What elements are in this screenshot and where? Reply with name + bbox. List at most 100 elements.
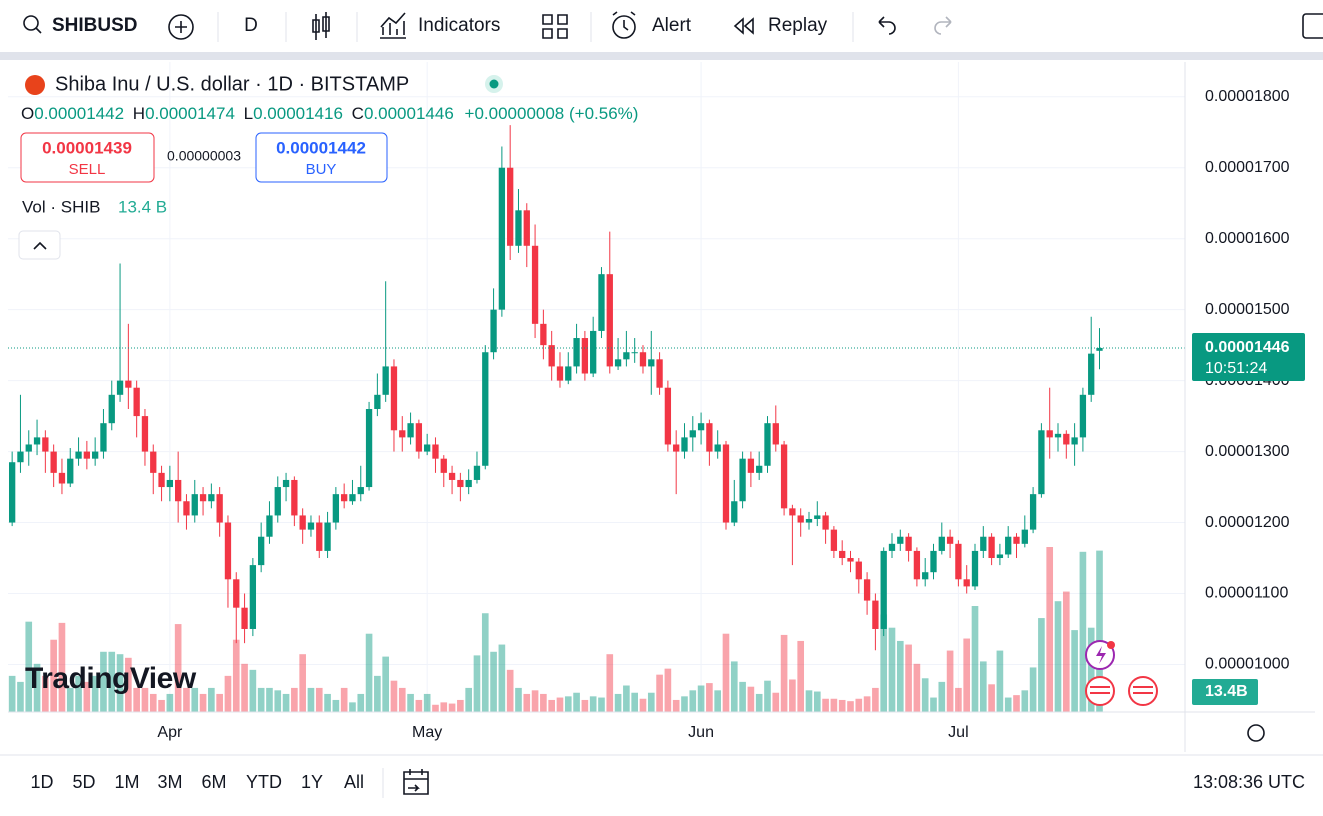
volume-bar <box>1038 618 1045 712</box>
buy-button[interactable] <box>255 132 388 183</box>
volume-bar <box>896 640 904 712</box>
volume-bar <box>722 633 730 712</box>
volume-pane <box>8 547 1103 712</box>
undo-button[interactable] <box>878 16 896 35</box>
h-value: 0.00001474 <box>145 104 235 123</box>
news-icon[interactable] <box>1085 676 1115 706</box>
volume-bar <box>191 687 199 712</box>
candle-body <box>266 515 273 537</box>
range-button[interactable]: 5D <box>72 772 95 792</box>
volume-bar <box>1096 550 1103 712</box>
chart-type-button[interactable] <box>312 12 330 40</box>
volume-bar <box>714 690 722 712</box>
candle-body <box>457 479 464 488</box>
symbol[interactable]: SHIBUSD <box>52 15 138 36</box>
toolbar-divider <box>0 52 1323 60</box>
range-button[interactable]: 1M <box>114 772 139 792</box>
candle-body <box>897 536 904 544</box>
volume-bar <box>1013 695 1020 712</box>
volume-bar <box>789 679 796 712</box>
volume-bar <box>930 697 937 712</box>
volume-bar <box>863 696 871 712</box>
buy-label: BUY <box>306 161 337 178</box>
volume-bar <box>623 685 630 712</box>
candle-body <box>963 579 970 587</box>
candle-body <box>432 444 439 459</box>
volume-bar <box>755 693 763 712</box>
range-button[interactable]: 1D <box>30 772 53 792</box>
candle-body <box>938 536 945 551</box>
candle-body <box>108 394 115 424</box>
collapse-button[interactable] <box>18 230 61 260</box>
redo-button[interactable] <box>934 16 952 35</box>
event-badge <box>1107 641 1115 649</box>
replay-button[interactable]: Replay <box>768 15 828 36</box>
volume-bar <box>274 690 282 712</box>
candle-body <box>1063 433 1070 445</box>
volume-bar <box>598 697 605 712</box>
candle-body <box>764 423 771 466</box>
volume-bar <box>515 687 522 712</box>
candle-body <box>548 345 555 367</box>
volume-bar <box>540 693 547 712</box>
volume-bar <box>324 693 331 712</box>
news-icon[interactable] <box>1128 676 1158 706</box>
candle-body <box>490 309 497 353</box>
interval[interactable]: D <box>244 15 258 36</box>
candle-body <box>996 554 1004 559</box>
candle-body <box>1046 430 1053 438</box>
h-label: H <box>133 104 145 123</box>
layouts-button[interactable] <box>542 14 568 39</box>
candle-body <box>988 536 995 559</box>
candle-body <box>540 323 547 346</box>
candle-body <box>1021 529 1028 544</box>
volume-bar <box>108 651 116 712</box>
candle-body <box>208 494 215 502</box>
volume-bar <box>606 654 614 712</box>
o-label: O <box>21 104 34 123</box>
candle-body <box>930 550 937 573</box>
indicators-icon <box>380 12 406 39</box>
candle-body <box>241 607 248 629</box>
candle-body <box>465 479 472 488</box>
candle-body <box>158 472 165 488</box>
candle-body <box>125 380 132 388</box>
candle-body <box>573 338 580 367</box>
range-button[interactable]: 3M <box>157 772 182 792</box>
volume-bar <box>681 696 688 712</box>
indicators-button[interactable]: Indicators <box>418 15 500 36</box>
volume-bar <box>340 687 348 712</box>
candle-body <box>639 352 647 367</box>
range-button[interactable]: 6M <box>201 772 226 792</box>
volume-bar <box>963 638 971 712</box>
range-button[interactable]: All <box>344 772 364 792</box>
volume-bar <box>855 698 863 712</box>
goto-date-button[interactable] <box>403 769 429 795</box>
search-icon[interactable] <box>23 15 39 31</box>
alert-button[interactable]: Alert <box>652 15 692 36</box>
volume-bar <box>573 692 580 712</box>
volume-bar <box>299 654 306 712</box>
panel-button[interactable] <box>1302 13 1323 39</box>
sell-button[interactable] <box>20 132 155 183</box>
settings-button[interactable] <box>1247 724 1265 742</box>
y-tick-label: 0.00001700 <box>1205 159 1290 176</box>
volume-bar <box>282 693 290 712</box>
volume-bar <box>133 687 140 712</box>
candle-body <box>498 167 506 310</box>
candle-body <box>183 501 190 516</box>
compare-button[interactable] <box>168 14 194 40</box>
bottom-bar <box>0 755 1323 811</box>
volume-bar <box>988 684 995 712</box>
candle-body <box>656 359 663 388</box>
volume-bar <box>764 680 771 712</box>
volume-bar <box>141 687 149 712</box>
candle-body <box>681 437 688 452</box>
candle-body <box>175 479 182 502</box>
candle-body <box>614 359 622 367</box>
candle-body <box>822 515 829 530</box>
range-button[interactable]: 1Y <box>301 772 323 792</box>
range-button[interactable]: YTD <box>246 772 282 792</box>
candle-body <box>1071 437 1078 445</box>
volume-bar <box>216 693 223 712</box>
